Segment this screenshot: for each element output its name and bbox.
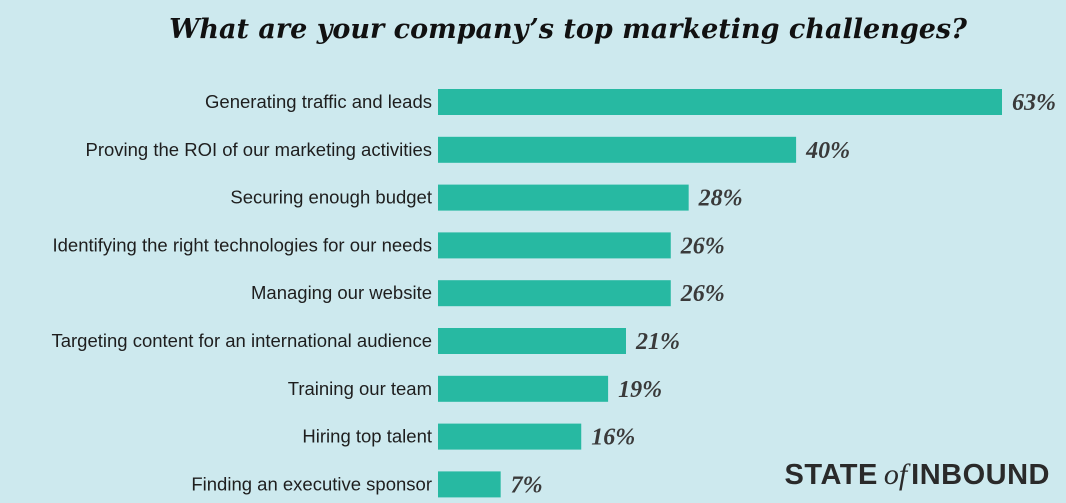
value-label: 28% [698, 186, 743, 212]
value-label: 7% [511, 472, 543, 498]
chart-title: What are your company’s top marketing ch… [169, 14, 968, 45]
category-label: Targeting content for an international a… [51, 330, 432, 351]
bar-group: Finding an executive sponsor 7% [191, 471, 543, 498]
bar-group: Identifying the right technologies for o… [53, 232, 725, 259]
value-label: 26% [680, 281, 725, 307]
bar [438, 328, 626, 354]
bar-group: Managing our website 26% [251, 280, 725, 307]
value-label: 16% [591, 425, 635, 451]
value-label: 63% [1012, 90, 1056, 116]
value-label: 40% [805, 138, 850, 164]
category-label: Finding an executive sponsor [191, 473, 432, 494]
category-label: Proving the ROI of our marketing activit… [85, 139, 432, 160]
bar [438, 89, 1002, 115]
bar-group: Securing enough budget 28% [230, 184, 743, 212]
bars-layer: Generating traffic and leads 63% Proving t… [51, 89, 1056, 498]
bar-group: Proving the ROI of our marketing activit… [85, 136, 850, 164]
bar [438, 232, 671, 259]
bar-group: Targeting content for an international a… [51, 328, 680, 355]
brand-state: STATE [785, 459, 878, 491]
category-label: Identifying the right technologies for o… [53, 234, 433, 255]
bar-group: Training our team 19% [288, 375, 662, 403]
bar [438, 280, 671, 307]
category-label: Managing our website [251, 282, 432, 303]
value-label: 21% [635, 329, 680, 355]
brand-of: of [884, 458, 911, 491]
brand-inbound: INBOUND [911, 459, 1050, 491]
value-label: 26% [680, 233, 725, 259]
category-label: Training our team [288, 378, 432, 399]
bar [438, 136, 797, 163]
bar-group: Generating traffic and leads 63% [205, 89, 1056, 116]
value-label: 19% [618, 377, 662, 403]
bar [438, 423, 582, 450]
bar [438, 471, 501, 498]
bar [438, 184, 689, 211]
category-label: Hiring top talent [302, 426, 432, 447]
category-label: Generating traffic and leads [205, 91, 432, 112]
state-of-inbound-logo: STATE of INBOUND [785, 458, 1050, 491]
bar [438, 375, 609, 402]
bar-group: Hiring top talent 16% [302, 423, 635, 451]
category-label: Securing enough budget [230, 187, 432, 208]
